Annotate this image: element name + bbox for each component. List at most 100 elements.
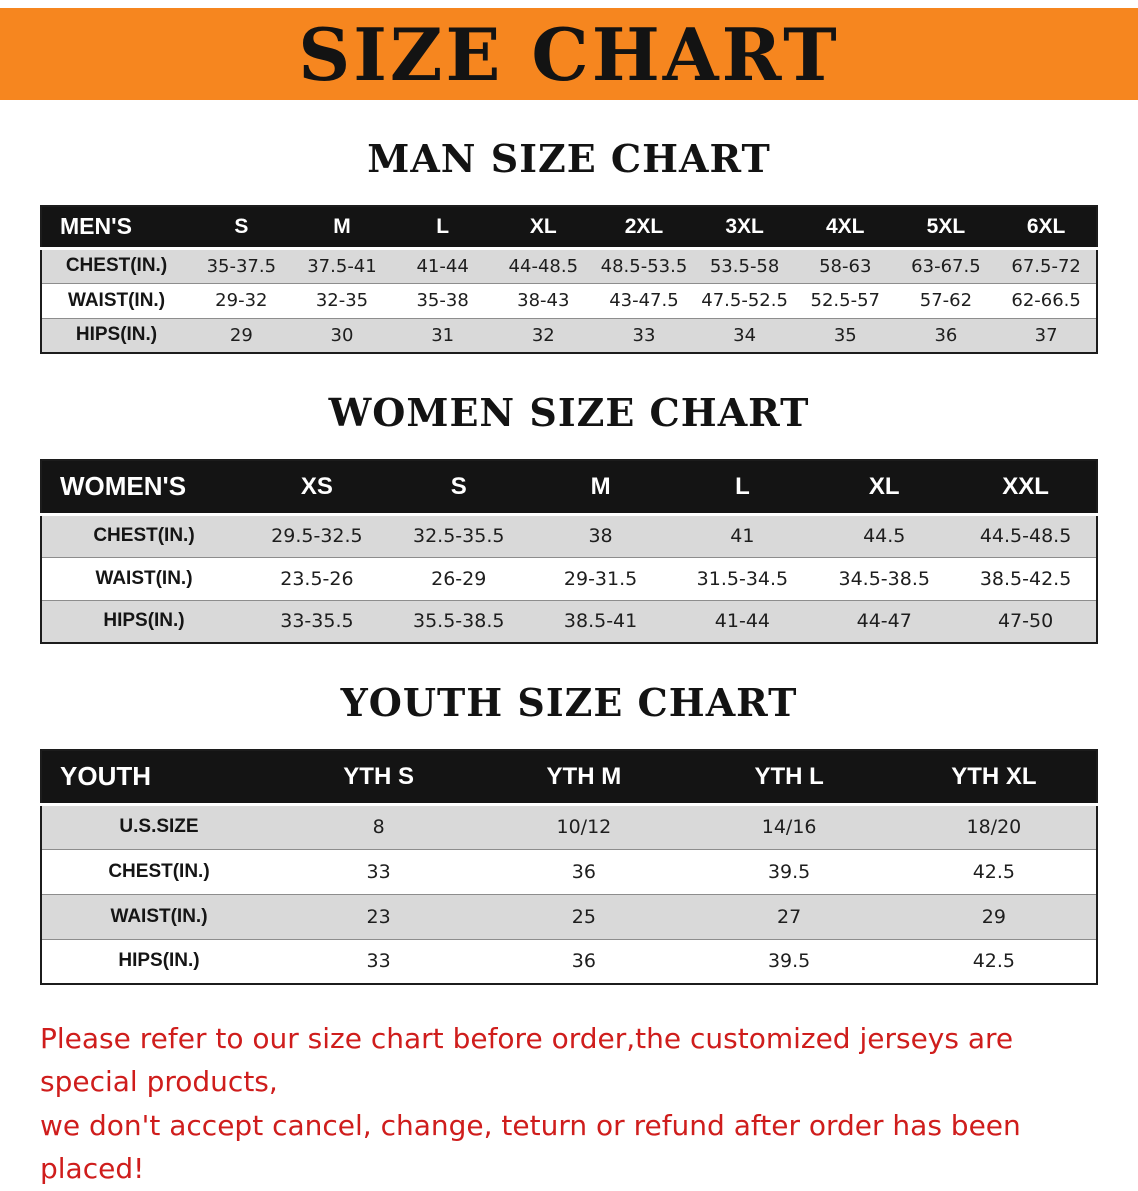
size-value: 57-62: [919, 290, 973, 311]
size-column-header: YTH XL: [891, 750, 1097, 806]
size-value: 44-47: [856, 610, 912, 633]
table-row: WAIST(IN.) 23.5-26 26-29 29-31.5 31.5-34.5 34…: [41, 557, 1097, 600]
size-column-header: YTH L: [686, 750, 892, 806]
youth-section-heading: YOUTH SIZE CHART: [340, 680, 798, 725]
youth-size-section: YOUTH SIZE CHART YOUTH YTH S YTH M YTH L YTH…: [0, 680, 1138, 985]
size-value: 32-35: [315, 290, 369, 311]
size-column-header: XS: [246, 460, 388, 516]
page-title: SIZE CHART: [298, 11, 840, 97]
size-value: 38.5-41: [563, 610, 638, 633]
row-label: HIPS(IN.): [103, 610, 185, 632]
size-value: 36: [934, 324, 958, 346]
table-row: CHEST(IN.) 33 36 39.5 42.5: [41, 849, 1097, 894]
size-value: 29-32: [215, 290, 268, 311]
men-size-section: MAN SIZE CHART MEN'S S M L XL 2XL 3XL 4XL 5XL 6XL…: [0, 136, 1138, 354]
women-size-table: WOMEN'S XS S M L XL XXL CHEST(IN.) 29.5-32.5 32.5…: [40, 459, 1098, 644]
youth-size-table: YOUTH YTH S YTH M YTH L YTH XL U.S.SIZE 8 10/12…: [40, 749, 1098, 985]
table-header-row: MEN'S S M L XL 2XL 3XL 4XL 5XL 6XL: [41, 206, 1097, 250]
size-value: 25: [571, 905, 596, 928]
size-value: 31.5-34.5: [696, 567, 789, 590]
size-column-header: L: [392, 206, 493, 250]
size-column-header: 3XL: [694, 206, 795, 250]
size-column-header: M: [291, 206, 393, 250]
size-column-header: 6XL: [996, 206, 1097, 250]
table-row: HIPS(IN.) 29 30 31 32 33 34 35 36 37: [41, 318, 1097, 353]
size-value: 38: [588, 525, 613, 547]
table-title-cell: MEN'S: [41, 206, 191, 250]
size-value: 33-35.5: [280, 610, 354, 633]
size-value: 42.5: [972, 950, 1016, 973]
size-value: 44-48.5: [508, 255, 579, 277]
row-label: WAIST(IN.): [95, 567, 193, 589]
size-value: 34.5-38.5: [838, 567, 930, 590]
row-label: HIPS(IN.): [118, 950, 200, 972]
size-value: 53.5-58: [709, 255, 780, 277]
size-value: 32.5-35.5: [413, 525, 505, 547]
size-value: 26-29: [431, 567, 487, 590]
table-header-row: YOUTH YTH S YTH M YTH L YTH XL: [41, 750, 1097, 806]
size-column-header: 5XL: [895, 206, 997, 250]
row-label: WAIST(IN.): [67, 289, 166, 311]
size-value: 35-38: [416, 290, 469, 311]
size-value: 30: [330, 324, 354, 346]
size-value: 18/20: [966, 816, 1022, 838]
table-header-row: WOMEN'S XS S M L XL XXL: [41, 460, 1097, 516]
size-value: 39.5: [767, 950, 811, 973]
size-column-header: YTH S: [276, 750, 482, 806]
women-section-heading: WOMEN SIZE CHART: [328, 390, 810, 435]
table-title-cell: YOUTH: [41, 750, 276, 806]
size-value: 29.5-32.5: [271, 525, 363, 547]
size-column-header: L: [671, 460, 814, 516]
row-label: WAIST(IN.): [110, 905, 208, 927]
size-column-header: 2XL: [593, 206, 695, 250]
size-value: 58-63: [819, 255, 872, 277]
row-label: CHEST(IN.): [65, 255, 168, 276]
size-value: 38.5-42.5: [979, 567, 1072, 590]
table-title-cell: WOMEN'S: [41, 460, 246, 516]
size-value: 27: [777, 905, 802, 928]
size-value: 38-43: [517, 290, 570, 311]
size-value: 29: [229, 324, 253, 346]
size-value: 41-44: [416, 255, 469, 277]
table-row: CHEST(IN.) 29.5-32.5 32.5-35.5 38 41 44.5 44.5…: [41, 514, 1097, 557]
table-row: HIPS(IN.) 33 36 39.5 42.5: [41, 939, 1097, 984]
disclaimer-line-2: we don't accept cancel, change, teturn o…: [40, 1108, 1021, 1186]
size-column-header: S: [191, 206, 292, 250]
size-column-header: M: [529, 460, 672, 516]
size-column-header: S: [387, 460, 530, 516]
banner: SIZE CHART: [0, 8, 1138, 100]
size-value: 35-37.5: [206, 255, 277, 277]
row-label: U.S.SIZE: [119, 816, 199, 837]
men-size-table: MEN'S S M L XL 2XL 3XL 4XL 5XL 6XL CHEST(IN.) 35-37…: [40, 205, 1098, 354]
size-value: 41-44: [714, 610, 770, 633]
size-value: 67.5-72: [1011, 255, 1081, 277]
size-value: 10/12: [556, 816, 612, 838]
table-row: WAIST(IN.) 23 25 27 29: [41, 894, 1097, 939]
size-value: 37.5-41: [307, 255, 377, 277]
size-value: 39.5: [767, 860, 811, 883]
size-column-header: 4XL: [794, 206, 896, 250]
size-value: 62-66.5: [1011, 290, 1081, 311]
size-value: 52.5-57: [810, 290, 880, 311]
disclaimer-text: Please refer to our size chart before or…: [40, 1017, 1098, 1191]
size-value: 48.5-53.5: [600, 255, 688, 277]
size-value: 33: [366, 860, 391, 883]
size-value: 36: [571, 950, 596, 973]
size-value: 47.5-52.5: [701, 290, 788, 311]
size-value: 47-50: [997, 610, 1054, 633]
table-row: CHEST(IN.) 35-37.5 37.5-41 41-44 44-48.5 48.5…: [41, 248, 1097, 283]
size-value: 33: [632, 324, 656, 346]
size-value: 44.5-48.5: [979, 525, 1072, 547]
row-label: HIPS(IN.): [75, 324, 158, 346]
size-value: 43-47.5: [609, 290, 679, 311]
size-value: 29: [981, 905, 1006, 928]
size-value: 14/16: [761, 816, 817, 838]
row-label: CHEST(IN.): [108, 860, 210, 882]
women-size-section: WOMEN SIZE CHART WOMEN'S XS S M L XL XXL CHEST(…: [0, 390, 1138, 644]
size-value: 63-67.5: [911, 255, 981, 277]
size-value: 23: [366, 905, 391, 928]
size-value: 35.5-38.5: [413, 610, 505, 633]
row-label: CHEST(IN.): [93, 525, 195, 546]
size-value: 32: [531, 324, 555, 346]
